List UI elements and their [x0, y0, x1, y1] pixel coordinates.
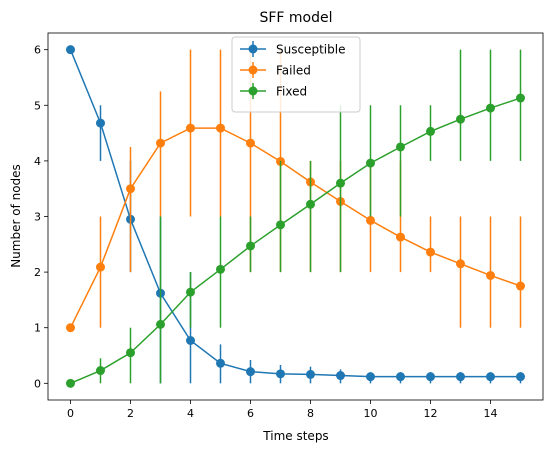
data-point-failed — [66, 323, 75, 333]
data-point-fixed — [126, 348, 135, 358]
data-point-susceptible — [456, 372, 465, 382]
data-point-fixed — [456, 114, 465, 124]
data-point-failed — [456, 259, 465, 269]
data-point-fixed — [96, 366, 105, 376]
data-point-susceptible — [246, 367, 255, 377]
y-tick-label: 6 — [34, 44, 41, 57]
legend-marker-failed — [248, 65, 258, 75]
x-tick-label: 0 — [67, 407, 74, 420]
legend-box — [231, 36, 361, 113]
data-point-susceptible — [396, 372, 405, 382]
data-point-susceptible — [426, 372, 435, 382]
x-tick-label: 8 — [307, 407, 314, 420]
data-point-susceptible — [516, 372, 525, 382]
data-point-fixed — [396, 142, 405, 152]
series-fixed — [66, 49, 525, 388]
y-tick-label: 5 — [34, 99, 41, 112]
y-axis-label: Number of nodes — [9, 164, 23, 268]
series-line-fixed — [70, 97, 521, 385]
data-point-susceptible — [366, 372, 375, 382]
axes-frame — [47, 32, 544, 401]
y-tick-label: 3 — [34, 211, 41, 224]
x-tick-label: 4 — [187, 407, 194, 420]
chart-title: SFF model — [259, 10, 332, 26]
y-tick-label: 0 — [34, 377, 41, 390]
data-point-failed — [96, 262, 105, 272]
x-tick-label: 2 — [127, 407, 134, 420]
data-point-fixed — [516, 93, 525, 103]
series-line-failed — [69, 127, 521, 329]
data-point-failed — [426, 247, 435, 257]
data-point-susceptible — [66, 45, 75, 55]
legend-marker-fixed — [248, 86, 258, 96]
data-point-susceptible — [96, 118, 105, 128]
data-point-susceptible — [186, 336, 195, 346]
data-point-fixed — [246, 241, 255, 251]
x-axis-label: Time steps — [262, 429, 328, 443]
legend-label-susceptible: Susceptible — [276, 43, 345, 57]
legend-marker-susceptible — [248, 44, 258, 54]
x-tick-label: 12 — [424, 407, 438, 420]
data-point-susceptible — [336, 371, 345, 381]
data-point-failed — [366, 215, 375, 225]
data-point-susceptible — [486, 372, 495, 382]
data-point-failed — [126, 184, 135, 194]
x-tick-label: 14 — [484, 407, 498, 420]
data-point-failed — [516, 281, 525, 291]
data-point-failed — [186, 123, 195, 133]
data-point-failed — [156, 138, 165, 148]
y-tick-label: 1 — [34, 322, 41, 335]
data-point-failed — [486, 270, 495, 280]
data-point-fixed — [306, 199, 315, 209]
data-point-failed — [396, 232, 405, 242]
data-point-susceptible — [276, 369, 285, 379]
x-tick-label: 10 — [364, 407, 378, 420]
x-tick-label: 6 — [247, 407, 254, 420]
y-tick-label: 4 — [34, 155, 41, 168]
data-point-failed — [216, 123, 225, 133]
legend-label-failed: Failed — [276, 64, 311, 78]
data-point-fixed — [186, 287, 195, 297]
data-point-susceptible — [216, 358, 225, 368]
data-point-fixed — [336, 178, 345, 188]
data-point-fixed — [486, 103, 495, 113]
y-tick-label: 2 — [34, 266, 41, 279]
data-point-failed — [246, 138, 255, 148]
legend-label-fixed: Fixed — [276, 85, 307, 99]
data-point-fixed — [276, 220, 285, 230]
series-line-susceptible — [69, 49, 521, 378]
data-point-fixed — [426, 126, 435, 136]
data-point-fixed — [216, 264, 225, 274]
data-point-fixed — [366, 158, 375, 168]
data-point-susceptible — [306, 369, 315, 379]
data-point-fixed — [66, 378, 75, 388]
legend: Susceptible Failed Fixed — [231, 36, 361, 113]
data-point-fixed — [156, 319, 165, 329]
plot-area — [66, 45, 525, 388]
